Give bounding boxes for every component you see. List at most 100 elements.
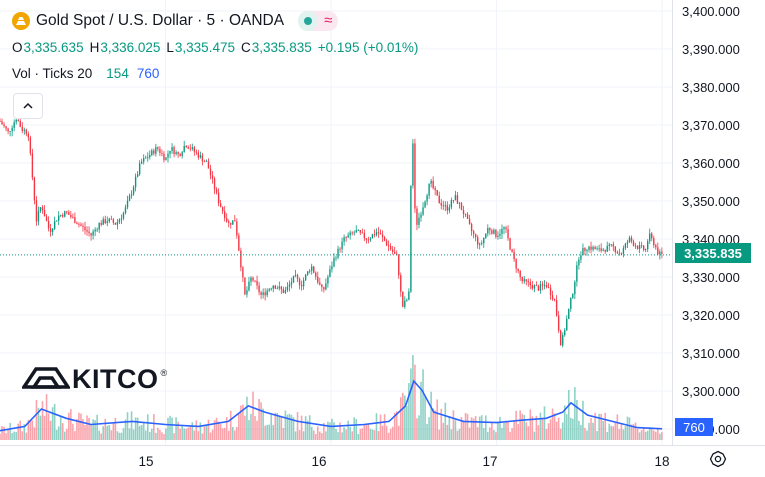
candle-body	[55, 220, 58, 222]
candle-body	[507, 229, 509, 239]
candle-body	[620, 253, 623, 255]
market-open-dot-icon	[298, 11, 319, 31]
candle-body	[525, 279, 527, 282]
volume-bar	[163, 434, 165, 440]
candle-body	[618, 252, 621, 254]
volume-bar	[252, 391, 254, 440]
candle-body	[211, 175, 214, 179]
candle-body	[290, 282, 293, 285]
candle-body	[33, 177, 36, 201]
volume-bar	[203, 426, 206, 440]
candle-body	[29, 137, 32, 154]
candle-body	[398, 255, 400, 276]
candle-body	[315, 272, 317, 277]
volume-bar	[333, 422, 335, 440]
symbol-title[interactable]: Gold Spot / U.S. Dollar · 5 · OANDA	[36, 12, 285, 29]
volume-bar	[355, 419, 358, 440]
candle-body	[308, 270, 311, 272]
candle-body	[539, 284, 542, 291]
candle-body	[462, 210, 465, 214]
candle-body	[130, 194, 133, 196]
volume-indicator-label[interactable]: Vol · Ticks 20	[12, 65, 93, 81]
legend-collapse-button[interactable]	[13, 93, 43, 119]
volume-bar	[197, 431, 200, 440]
candle-body	[94, 229, 96, 232]
candle-body	[122, 213, 125, 219]
chart-plot-area[interactable]: Gold Spot / U.S. Dollar · 5 · OANDA ≈ O …	[0, 0, 672, 445]
volume-bar	[337, 432, 339, 440]
volume-bar	[264, 425, 266, 440]
volume-bar	[244, 415, 246, 440]
candle-body	[598, 248, 600, 250]
candle-body	[286, 286, 289, 291]
candle-body	[509, 238, 511, 250]
volume-bar	[632, 424, 635, 440]
volume-bar	[640, 430, 643, 440]
market-status-pill[interactable]: ≈	[298, 11, 339, 31]
candle-body	[256, 280, 258, 286]
volume-bar	[238, 413, 240, 440]
volume-bar	[466, 413, 469, 440]
volume-legend[interactable]: Vol · Ticks 20 154 760	[12, 63, 418, 83]
candle-body	[367, 239, 370, 241]
volume-bar	[256, 420, 258, 440]
candle-body	[511, 249, 513, 252]
candle-body	[163, 153, 165, 161]
volume-bar	[31, 420, 34, 440]
volume-bar	[304, 416, 307, 440]
candle-body	[114, 222, 117, 225]
chart-settings-button[interactable]	[672, 445, 765, 477]
volume-bar	[195, 420, 198, 440]
volume-bar	[525, 422, 528, 440]
candle-body	[9, 131, 11, 132]
time-axis[interactable]: 15 16 17 18	[0, 445, 672, 477]
candle-body	[225, 218, 228, 222]
candle-body	[331, 266, 333, 270]
price-axis[interactable]: 3,400.000 3,390.000 3,380.000 3,370.000 …	[672, 0, 765, 445]
volume-bar	[221, 428, 224, 440]
volume-bar	[389, 428, 392, 440]
candle-body	[221, 206, 224, 212]
volume-bar	[120, 432, 123, 440]
volume-bar	[349, 426, 351, 440]
symbol-title-row[interactable]: Gold Spot / U.S. Dollar · 5 · OANDA ≈	[12, 10, 418, 32]
candle-body	[304, 274, 307, 281]
volume-bar	[521, 413, 524, 440]
volume-bar	[5, 433, 7, 440]
volume-bar	[29, 421, 32, 440]
volume-bar	[276, 412, 279, 440]
volume-bar	[612, 426, 615, 440]
volume-bar	[325, 431, 327, 440]
candle-body	[347, 235, 349, 238]
candle-body	[7, 128, 9, 132]
candle-body	[51, 228, 54, 232]
volume-bar	[408, 383, 410, 440]
volume-bar	[260, 402, 262, 440]
candle-body	[642, 245, 645, 251]
volume-bar	[181, 425, 183, 440]
candle-body	[412, 143, 414, 186]
chart-canvas[interactable]	[0, 0, 672, 445]
volume-bar	[157, 427, 159, 440]
volume-bar	[464, 412, 467, 440]
price-axis-label: 3,310.000	[682, 346, 740, 361]
volume-bar	[559, 428, 562, 440]
volume-bar	[199, 422, 202, 440]
volume-bar	[369, 428, 372, 440]
candle-body	[582, 248, 584, 256]
candle-body	[359, 230, 361, 233]
candle-body	[27, 133, 30, 138]
candle-body	[337, 248, 339, 258]
candle-body	[323, 287, 325, 290]
candle-body	[193, 147, 196, 152]
volume-bar	[620, 424, 623, 440]
volume-bar	[495, 432, 497, 440]
volume-bar	[59, 417, 62, 440]
volume-bar	[385, 425, 388, 440]
candle-body	[584, 248, 586, 251]
candle-body	[379, 233, 382, 235]
candle-body	[418, 217, 420, 225]
candle-body	[317, 276, 319, 283]
volume-bar	[529, 409, 532, 440]
candle-body	[43, 210, 46, 217]
